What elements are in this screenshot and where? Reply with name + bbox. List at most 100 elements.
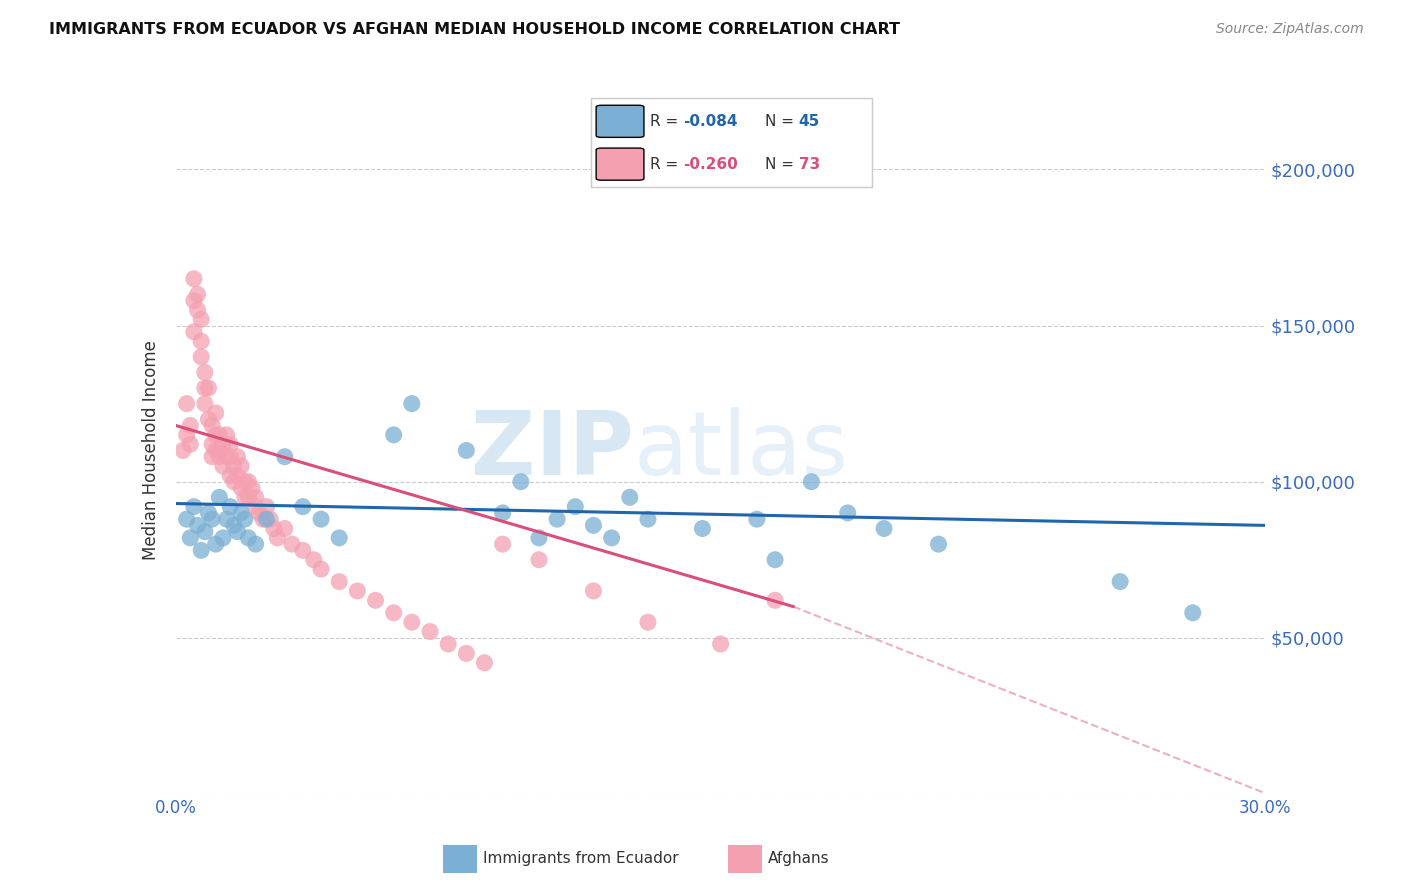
Text: N =: N = <box>765 114 799 128</box>
Point <box>309 512 332 526</box>
Point <box>222 458 245 473</box>
Point <box>208 427 231 442</box>
Point <box>183 325 205 339</box>
Point <box>492 506 515 520</box>
Text: Source: ZipAtlas.com: Source: ZipAtlas.com <box>1216 22 1364 37</box>
Point <box>219 437 242 451</box>
Point <box>238 490 260 504</box>
Point <box>247 506 270 520</box>
Point <box>274 450 297 464</box>
Point <box>201 437 224 451</box>
Point <box>564 500 586 514</box>
Text: IMMIGRANTS FROM ECUADOR VS AFGHAN MEDIAN HOUSEHOLD INCOME CORRELATION CHART: IMMIGRANTS FROM ECUADOR VS AFGHAN MEDIAN… <box>49 22 900 37</box>
Point <box>222 475 245 489</box>
Point <box>692 521 714 535</box>
Point <box>231 458 253 473</box>
Point <box>219 468 242 483</box>
Point <box>382 606 405 620</box>
Point <box>176 396 198 410</box>
FancyBboxPatch shape <box>596 105 644 137</box>
Point <box>204 406 226 420</box>
Point <box>546 512 568 526</box>
Point <box>186 287 209 301</box>
Point <box>291 543 314 558</box>
Point <box>309 562 332 576</box>
Point <box>219 500 242 514</box>
Point <box>259 512 281 526</box>
Point <box>582 518 605 533</box>
Point <box>212 458 235 473</box>
Point <box>226 468 249 483</box>
Point <box>197 506 219 520</box>
Point <box>928 537 950 551</box>
Point <box>456 443 478 458</box>
FancyBboxPatch shape <box>596 148 644 180</box>
Point <box>176 427 198 442</box>
Point <box>219 450 242 464</box>
Point <box>231 481 253 495</box>
Point <box>190 334 212 348</box>
Point <box>215 512 238 526</box>
Bar <box>728 845 762 872</box>
Point <box>186 303 209 318</box>
Text: N =: N = <box>765 157 799 171</box>
Point <box>190 350 212 364</box>
Point <box>233 490 256 504</box>
Point <box>208 443 231 458</box>
Point <box>194 396 217 410</box>
Text: R =: R = <box>650 114 683 128</box>
Bar <box>443 845 477 872</box>
Point <box>226 524 249 539</box>
Point <box>194 381 217 395</box>
Text: R =: R = <box>650 157 683 171</box>
Point <box>238 531 260 545</box>
Text: ZIP: ZIP <box>471 407 633 494</box>
Point <box>873 521 896 535</box>
Point <box>492 537 515 551</box>
Point <box>197 381 219 395</box>
Point <box>800 475 823 489</box>
Point <box>245 500 267 514</box>
Point <box>190 312 212 326</box>
Point <box>208 450 231 464</box>
Point <box>619 490 641 504</box>
Point <box>183 271 205 285</box>
Point <box>252 512 274 526</box>
Point <box>527 531 550 545</box>
Text: atlas: atlas <box>633 407 849 494</box>
Point <box>837 506 859 520</box>
Point <box>274 521 297 535</box>
Point <box>291 500 314 514</box>
Y-axis label: Median Household Income: Median Household Income <box>142 341 160 560</box>
Point <box>364 593 387 607</box>
Point <box>1181 606 1204 620</box>
Point <box>710 637 733 651</box>
Point <box>222 518 245 533</box>
Point <box>419 624 441 639</box>
Point <box>256 512 278 526</box>
Point <box>240 481 263 495</box>
Point <box>176 512 198 526</box>
Text: 73: 73 <box>799 157 820 171</box>
Point <box>194 524 217 539</box>
Point <box>212 437 235 451</box>
Point <box>204 537 226 551</box>
Point <box>328 574 350 589</box>
Point <box>231 506 253 520</box>
Text: Immigrants from Ecuador: Immigrants from Ecuador <box>484 851 679 866</box>
Point <box>226 450 249 464</box>
Point <box>233 512 256 526</box>
Point <box>208 490 231 504</box>
Point <box>179 531 201 545</box>
Point <box>263 521 285 535</box>
Point <box>745 512 768 526</box>
Point <box>600 531 623 545</box>
Point <box>172 443 194 458</box>
Point <box>637 512 659 526</box>
Point <box>245 537 267 551</box>
Point <box>238 475 260 489</box>
Point <box>201 450 224 464</box>
Text: Afghans: Afghans <box>768 851 830 866</box>
Point <box>281 537 304 551</box>
Point <box>637 615 659 630</box>
